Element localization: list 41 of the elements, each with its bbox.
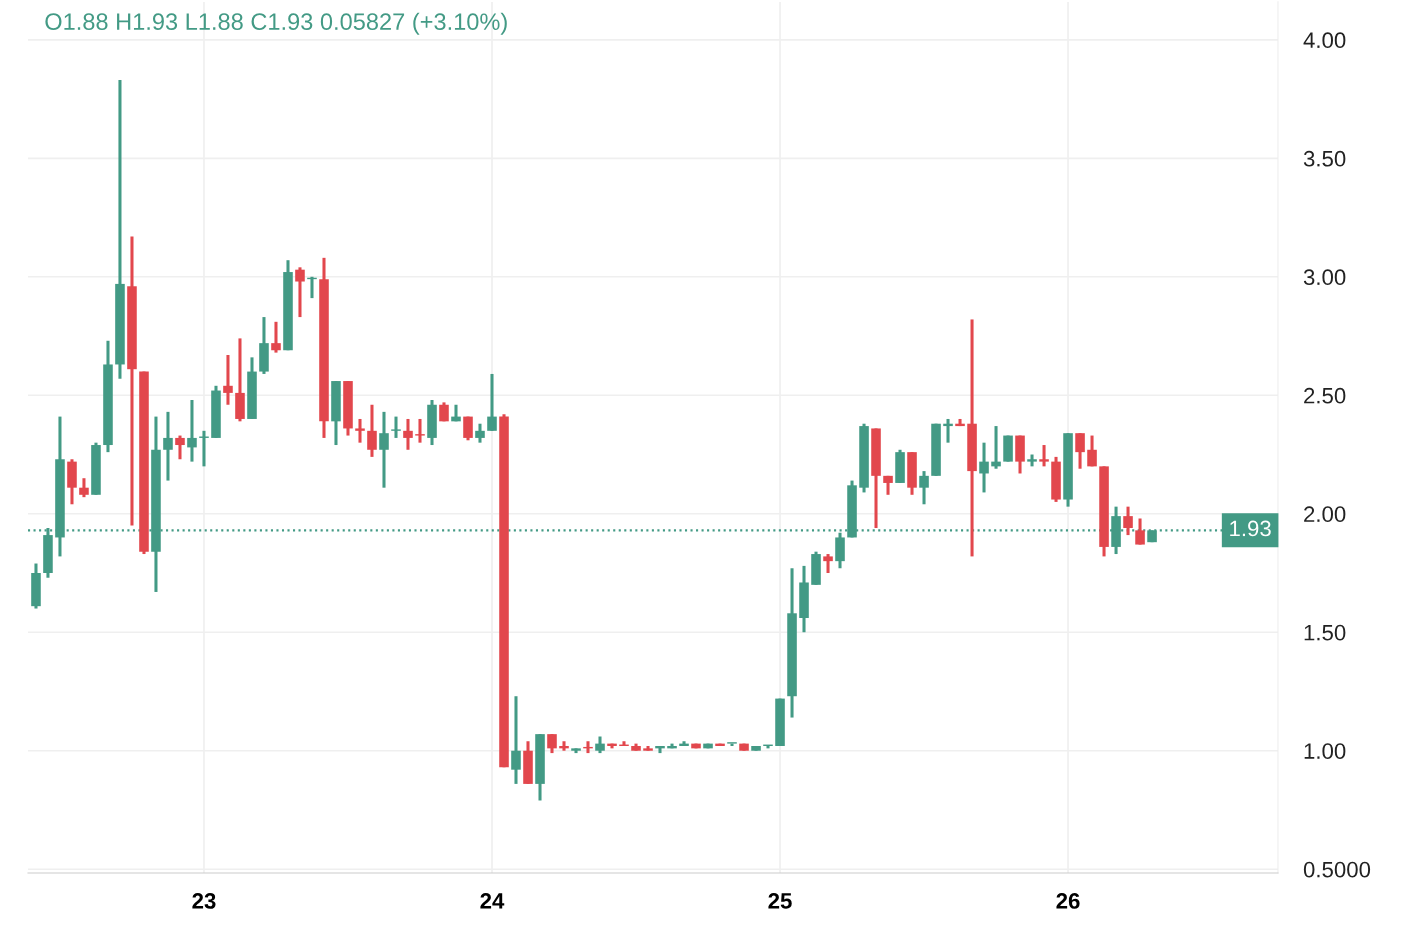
candlestick xyxy=(979,442,989,493)
y-tick-label: 3.00 xyxy=(1303,269,1346,286)
candlestick xyxy=(415,417,425,443)
candlestick xyxy=(475,423,485,443)
candlestick xyxy=(1123,506,1133,537)
candlestick xyxy=(355,417,365,443)
y-tick-label: 0.5000 xyxy=(1303,861,1371,878)
candlestick xyxy=(547,734,557,755)
candlestick xyxy=(367,404,377,457)
candlestick xyxy=(511,696,521,784)
candlestick xyxy=(223,354,233,405)
candlestick xyxy=(79,478,89,499)
candlestick xyxy=(187,400,197,462)
candlestick xyxy=(823,554,833,573)
candlestick xyxy=(271,320,281,353)
y-tick-label: 2.00 xyxy=(1304,506,1346,523)
candlestick xyxy=(727,742,737,746)
candlestick xyxy=(391,416,401,438)
candlestick xyxy=(295,267,305,319)
y-tick-label: 4.00 xyxy=(1303,32,1346,49)
candlestick xyxy=(835,532,845,569)
ref-line-label: 1.93 xyxy=(1230,520,1271,537)
candlestick xyxy=(919,471,929,505)
annotation: O1.88 H1.93 L1.88 C1.93 0.05827 (+3.10%) xyxy=(45,12,507,35)
candlestick xyxy=(487,372,497,431)
x-tick-label: 23 xyxy=(192,893,216,909)
y-tick-label: 1.00 xyxy=(1304,743,1346,759)
y-tick-label: 2.50 xyxy=(1304,387,1346,404)
candlestick xyxy=(163,410,173,481)
candlestick xyxy=(379,410,389,488)
candlestick xyxy=(1087,435,1097,467)
candlestick xyxy=(175,435,185,460)
y-tick-label: 3.50 xyxy=(1303,150,1346,167)
candlestick xyxy=(1135,518,1145,545)
x-tick-label: 25 xyxy=(768,893,792,909)
candlestick xyxy=(1039,445,1049,467)
candlestick xyxy=(403,417,413,450)
x-tick-label: 24 xyxy=(480,893,505,909)
x-tick-label: 26 xyxy=(1056,893,1080,909)
y-tick-label: 1.50 xyxy=(1304,624,1346,641)
candlestick xyxy=(1075,433,1085,469)
